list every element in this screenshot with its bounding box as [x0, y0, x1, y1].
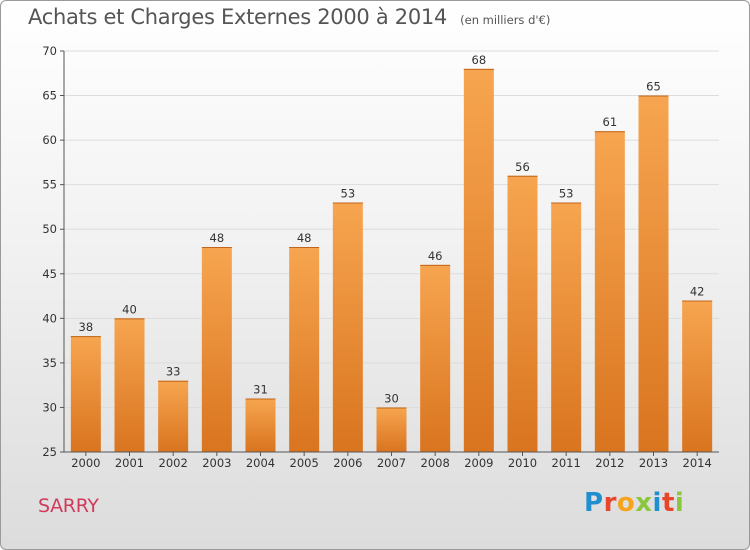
y-tick-label: 45 — [42, 267, 57, 281]
data-label-2013: 65 — [646, 80, 661, 94]
bar-2006 — [332, 202, 363, 452]
data-label-2011: 53 — [559, 186, 574, 200]
proxiti-logo: Proxiti — [584, 488, 684, 518]
x-tick-label-2010: 2010 — [508, 456, 537, 470]
bar-2011 — [551, 202, 582, 452]
bar-2002 — [158, 380, 189, 452]
data-label-2000: 38 — [79, 320, 94, 334]
chart-subtitle: (en milliers d'€) — [460, 13, 551, 27]
y-tick-label: 25 — [42, 445, 57, 459]
y-tick-label: 55 — [42, 178, 57, 192]
bar-2007 — [376, 407, 407, 452]
labels: 25 30 35 40 45 50 55 60 65 70 38 2000 40 2001 33 2002 48… — [42, 44, 711, 470]
x-tick-label-2006: 2006 — [333, 456, 362, 470]
bar-2013 — [638, 95, 669, 453]
bars — [70, 68, 713, 453]
x-tick-label-2013: 2013 — [639, 456, 668, 470]
y-tick-label: 35 — [42, 356, 57, 370]
x-tick-label-2005: 2005 — [290, 456, 319, 470]
x-tick-label-2003: 2003 — [202, 456, 231, 470]
bar-2014 — [682, 300, 713, 452]
brand-letter: i — [652, 488, 662, 518]
bar-2009 — [463, 68, 494, 453]
data-label-2006: 53 — [341, 186, 356, 200]
y-tick-label: 60 — [42, 133, 57, 147]
y-tick-label: 70 — [42, 44, 57, 58]
data-label-2007: 30 — [384, 391, 399, 405]
x-tick-label-2002: 2002 — [159, 456, 188, 470]
chart-title: Achats et Charges Externes 2000 à 2014 — [28, 5, 448, 29]
x-tick-label-2001: 2001 — [115, 456, 144, 470]
x-tick-label-2000: 2000 — [71, 456, 100, 470]
chart-title-block: Achats et Charges Externes 2000 à 2014 (… — [28, 5, 550, 29]
x-tick-label-2008: 2008 — [421, 456, 450, 470]
brand-letter: i — [674, 488, 685, 518]
brand-letter: x — [635, 488, 653, 518]
bar-2010 — [507, 175, 538, 452]
data-label-2003: 48 — [210, 231, 225, 245]
y-tick-label: 65 — [42, 89, 57, 103]
y-tick-label: 40 — [42, 311, 57, 325]
bar-2003 — [201, 247, 232, 452]
brand-letter: P — [584, 488, 604, 518]
bar-2012 — [594, 131, 625, 452]
bar-2004 — [245, 398, 276, 452]
axes — [60, 50, 719, 456]
x-tick-label-2007: 2007 — [377, 456, 406, 470]
y-tick-label: 30 — [42, 400, 57, 414]
brand-letter: t — [661, 488, 675, 518]
x-tick-label-2012: 2012 — [595, 456, 624, 470]
data-label-2005: 48 — [297, 231, 312, 245]
bar-2000 — [70, 336, 101, 452]
x-tick-label-2011: 2011 — [552, 456, 581, 470]
data-label-2001: 40 — [122, 302, 137, 316]
data-label-2009: 68 — [472, 53, 487, 67]
data-label-2002: 33 — [166, 365, 181, 379]
commune-name: SARRY — [38, 495, 99, 517]
brand-letter: r — [603, 488, 617, 518]
x-tick-label-2009: 2009 — [464, 456, 493, 470]
bar-2005 — [289, 247, 320, 452]
x-tick-label-2004: 2004 — [246, 456, 275, 470]
data-label-2014: 42 — [690, 285, 705, 299]
data-label-2012: 61 — [603, 115, 618, 129]
brand-letter: o — [616, 488, 636, 518]
data-label-2010: 56 — [515, 160, 530, 174]
y-tick-label: 50 — [42, 222, 57, 236]
x-tick-label-2014: 2014 — [683, 456, 712, 470]
data-label-2004: 31 — [253, 383, 268, 397]
bar-2008 — [420, 264, 451, 452]
data-label-2008: 46 — [428, 249, 443, 263]
bar-2001 — [114, 318, 145, 452]
